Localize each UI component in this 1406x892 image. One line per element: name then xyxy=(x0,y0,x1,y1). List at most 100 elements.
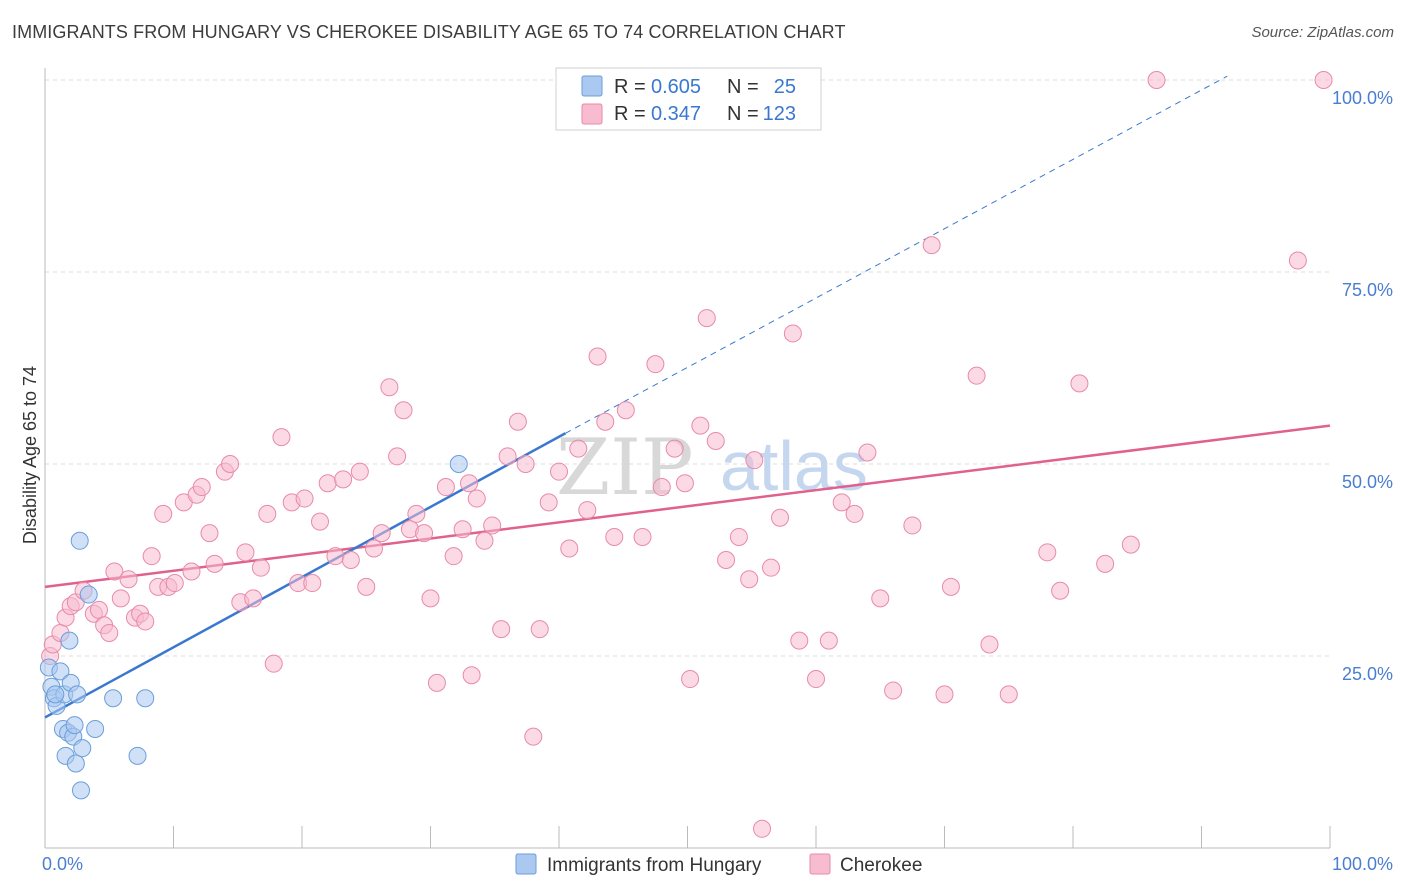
cherokee-point xyxy=(967,366,986,385)
hungary-trend-extension xyxy=(565,75,1228,434)
cherokee-point xyxy=(364,539,383,558)
y-axis-label: Disability Age 65 to 74 xyxy=(20,366,40,544)
cherokee-point xyxy=(922,236,941,255)
cherokee-point xyxy=(762,558,781,577)
legend-r-value-cherokee: 0.347 xyxy=(651,103,701,125)
cherokee-point xyxy=(858,443,877,462)
hungary-point xyxy=(51,662,70,681)
legend-r-value-hungary: 0.605 xyxy=(651,76,701,98)
cherokee-point xyxy=(1314,71,1333,89)
cherokee-point xyxy=(745,451,764,470)
cherokee-point xyxy=(295,489,314,508)
cherokee-point xyxy=(560,539,579,558)
cherokee-point xyxy=(530,620,549,639)
cherokee-point xyxy=(717,551,736,569)
cherokee-point xyxy=(665,439,684,458)
legend-swatch-cherokee xyxy=(581,103,603,125)
cherokee-point xyxy=(605,527,624,546)
cherokee-point xyxy=(807,670,825,689)
cherokee-point xyxy=(783,324,802,343)
cherokee-point xyxy=(350,462,369,481)
cherokee-point xyxy=(341,551,360,569)
cherokee-point xyxy=(697,309,716,328)
cherokee-point xyxy=(334,470,353,489)
cherokee-point xyxy=(832,493,851,512)
cherokee-point xyxy=(462,666,481,685)
cherokee-point xyxy=(569,439,588,458)
legend-r-label-cherokee: R = xyxy=(614,103,646,125)
cherokee-point xyxy=(740,570,759,589)
cherokee-point xyxy=(1038,543,1057,562)
cherokee-point xyxy=(394,401,413,420)
cherokee-point xyxy=(444,547,463,566)
hungary-point xyxy=(70,531,89,550)
cherokee-point xyxy=(1070,374,1089,393)
cherokee-point xyxy=(1121,535,1140,554)
cherokee-point xyxy=(941,577,960,596)
hungary-point xyxy=(449,455,468,473)
cherokee-point xyxy=(539,493,558,512)
cherokee-point xyxy=(980,635,999,654)
y-tick-label-25: 25.0% xyxy=(1342,664,1393,684)
hungary-point xyxy=(104,689,123,708)
hungary-point xyxy=(46,685,65,704)
cherokee-point xyxy=(483,516,502,535)
cherokee-point xyxy=(790,631,809,650)
hungary-point xyxy=(68,685,87,704)
cherokee-point xyxy=(1096,554,1115,573)
cherokee-point xyxy=(272,428,291,447)
cherokee-point xyxy=(550,462,568,481)
y-tick-labels: 25.0% 50.0% 75.0% 100.0% xyxy=(1332,88,1393,684)
cherokee-point xyxy=(475,531,494,550)
cherokee-point xyxy=(357,577,376,596)
cherokee-point xyxy=(524,727,543,746)
cherokee-point xyxy=(999,685,1018,704)
cherokee-point xyxy=(753,819,772,838)
x-tick-label-min: 0.0% xyxy=(42,854,83,874)
y-tick-label-75: 75.0% xyxy=(1342,280,1393,300)
cherokee-point xyxy=(205,554,224,573)
cherokee-point xyxy=(251,558,270,577)
cherokee-point xyxy=(415,524,434,543)
cherokee-point xyxy=(221,455,240,473)
cherokee-point xyxy=(427,673,446,692)
cherokee-point xyxy=(303,574,322,593)
cherokee-point xyxy=(119,570,138,589)
gridlines xyxy=(45,79,1330,657)
legend-n-label-cherokee: N = xyxy=(727,103,759,125)
hungary-trend-line xyxy=(44,432,567,719)
source-credit: Source: ZipAtlas.com xyxy=(1251,24,1394,41)
cherokee-point xyxy=(453,520,472,539)
cherokee-point xyxy=(516,455,535,473)
cherokee-point xyxy=(1147,71,1166,89)
cherokee-point xyxy=(388,447,407,466)
cherokee-point xyxy=(903,516,922,535)
cherokee-point xyxy=(508,412,527,431)
cherokee-point xyxy=(771,508,790,527)
hungary-point xyxy=(71,781,90,800)
cherokee-point xyxy=(633,527,652,546)
cherokee-point xyxy=(646,355,665,374)
cherokee-point xyxy=(154,504,173,523)
hungary-point xyxy=(128,746,147,765)
cherokee-point xyxy=(421,589,440,608)
legend-n-value-hungary: 25 xyxy=(774,76,796,98)
cherokee-point xyxy=(111,589,130,608)
hungary-point xyxy=(136,689,155,708)
cherokee-point xyxy=(871,589,890,608)
hungary-point xyxy=(66,754,85,773)
cherokee-point xyxy=(596,412,615,431)
cherokee-point xyxy=(845,504,864,523)
cherokee-point xyxy=(407,504,426,523)
cherokee-point xyxy=(182,562,201,581)
series-legend: Immigrants from Hungary Cherokee xyxy=(515,853,922,876)
cherokee-point xyxy=(326,547,345,566)
cherokee-point xyxy=(165,574,184,593)
cherokee-point xyxy=(578,501,597,520)
cherokee-points xyxy=(41,71,1333,838)
x-tick-label-max: 100.0% xyxy=(1332,854,1393,874)
cherokee-point xyxy=(819,631,838,650)
cherokee-point xyxy=(681,670,700,689)
bottom-legend-swatch-cherokee xyxy=(809,853,831,875)
